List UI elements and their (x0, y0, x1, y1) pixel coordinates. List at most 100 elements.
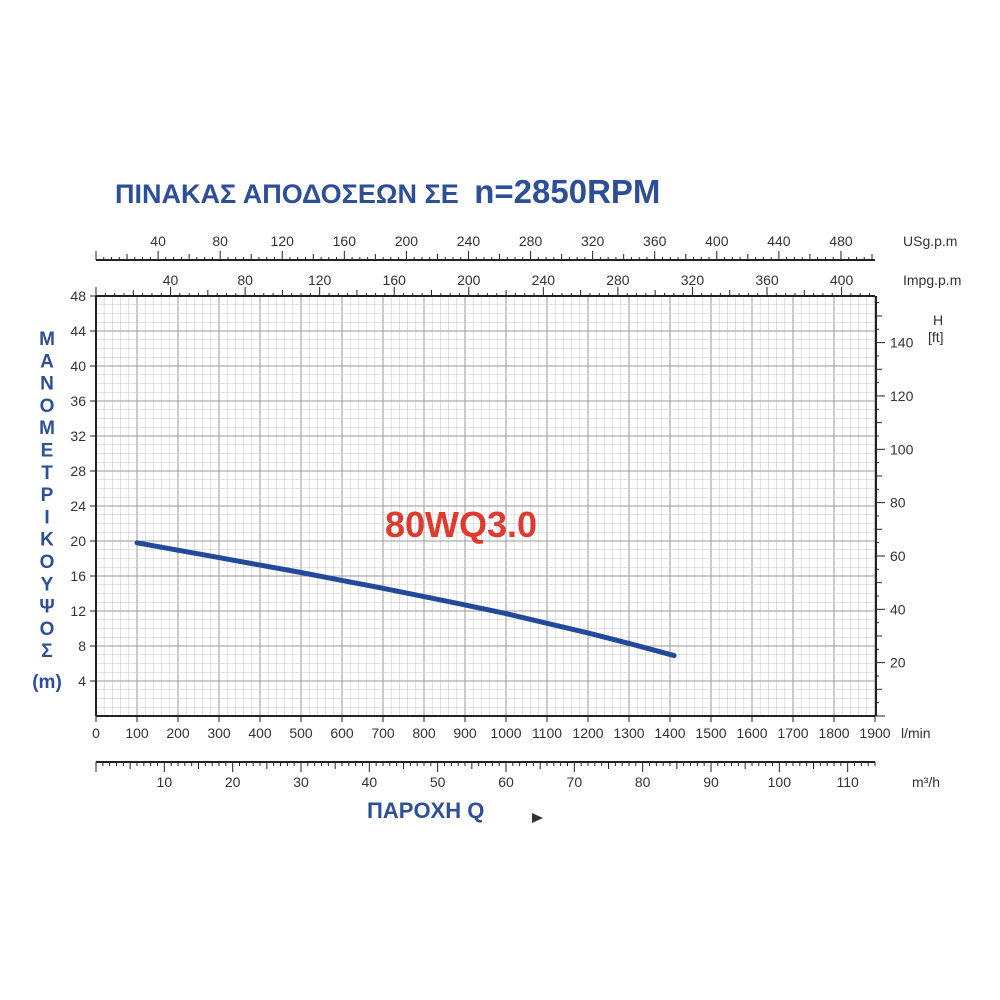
feet-tick-label: 20 (890, 655, 906, 671)
x-tick-label: 600 (330, 725, 354, 741)
usgpm-tick-label: 320 (581, 233, 605, 249)
x-tick-label: 400 (248, 725, 272, 741)
usgpm-tick-label: 80 (212, 233, 228, 249)
y-axis-label-letter: Μ (39, 418, 55, 439)
feet-tick-label: 120 (890, 388, 914, 404)
x-tick-label: 1800 (818, 725, 849, 741)
y-tick-label: 36 (70, 393, 86, 409)
y-tick-label: 16 (70, 568, 86, 584)
y-tick-label: 32 (70, 428, 86, 444)
feet-tick-label: 100 (890, 441, 914, 457)
y-tick-label: 24 (70, 498, 86, 514)
curve-layer (134, 540, 677, 659)
m3h-tick-label: 90 (703, 774, 719, 790)
impgpm-tick-label: 360 (755, 272, 779, 288)
x-tick-label: 1700 (777, 725, 808, 741)
x-tick-label: 1100 (532, 725, 562, 741)
y-tick-label: 28 (70, 463, 86, 479)
usgpm-tick-label: 400 (705, 233, 729, 249)
feet-tick-label: 140 (890, 335, 914, 351)
m3h-tick-label: 40 (362, 774, 378, 790)
x-tick-label: 1200 (572, 725, 603, 741)
feet-tick-label: 60 (890, 548, 906, 564)
y-axis-label-letter: Ν (40, 374, 54, 395)
x-unit-label: l/min (901, 725, 931, 741)
m3h-tick-label: 50 (430, 774, 446, 790)
y-axis-label-letter: Ο (40, 619, 55, 640)
usgpm-tick-label: 440 (767, 233, 791, 249)
y-tick-label: 20 (70, 533, 86, 549)
y-axis-label-letter: Ο (40, 396, 55, 417)
x-tick-label: 700 (371, 725, 395, 741)
x-tick-label: 500 (289, 725, 313, 741)
chart-title-prefix: ΠΙΝΑΚΑΣ ΑΠΟΔΟΣΕΩΝ ΣΕ (115, 179, 459, 209)
y-axis-label-letter: Υ (41, 574, 54, 595)
x-tick-label: 900 (453, 725, 477, 741)
y-axis-label-letter: Ε (41, 441, 54, 462)
chart-title: ΠΙΝΑΚΑΣ ΑΠΟΔΟΣΕΩΝ ΣΕ n=2850RPM (115, 173, 660, 210)
usgpm-tick-label: 480 (829, 233, 853, 249)
arrow-right-icon (532, 813, 543, 823)
x-tick-label: 1500 (695, 725, 726, 741)
x-tick-label: 800 (412, 725, 436, 741)
m3h-tick-label: 10 (157, 774, 173, 790)
x-tick-label: 1300 (613, 725, 644, 741)
x-tick-label: 1900 (859, 725, 890, 741)
y-axis-label-letter: Σ (41, 641, 52, 662)
impgpm-tick-label: 200 (457, 272, 481, 288)
y-tick-label: 44 (70, 323, 86, 339)
x-tick-label: 200 (166, 725, 190, 741)
feet-unit-h: H (933, 312, 943, 328)
m3h-tick-label: 30 (293, 774, 309, 790)
m3h-tick-label: 80 (635, 774, 651, 790)
feet-unit-ft: [ft] (928, 329, 944, 345)
m3h-tick-label: 100 (768, 774, 792, 790)
feet-tick-label: 80 (890, 495, 906, 511)
m3h-tick-label: 20 (225, 774, 241, 790)
y-tick-label: 4 (78, 673, 86, 689)
impgpm-tick-label: 80 (237, 272, 253, 288)
impgpm-tick-label: 240 (532, 272, 556, 288)
x-tick-label: 0 (92, 725, 100, 741)
usgpm-tick-label: 40 (150, 233, 166, 249)
x-tick-label: 1600 (736, 725, 767, 741)
impgpm-tick-label: 160 (383, 272, 407, 288)
x-tick-label: 100 (125, 725, 149, 741)
m3h-tick-label: 110 (837, 774, 860, 790)
usgpm-tick-label: 120 (271, 233, 295, 249)
usgpm-tick-label: 200 (395, 233, 419, 249)
y-axis-unit-label: (m) (32, 672, 62, 693)
usgpm-unit-label: USg.p.m (903, 233, 957, 249)
y-tick-label: 8 (78, 638, 86, 654)
y-axis-label-letter: Α (40, 351, 54, 372)
y-tick-label: 48 (70, 288, 86, 304)
y-axis-label-letter: Μ (39, 329, 55, 350)
y-axis-label-letter: Κ (40, 530, 54, 551)
y-axis-label-letter: Ρ (41, 485, 54, 506)
y-axis-label-letter: Ο (40, 552, 55, 573)
x-axis-label: ΠΑΡΟΧΗ Q (367, 798, 484, 823)
usgpm-tick-label: 240 (457, 233, 481, 249)
m3h-tick-label: 70 (567, 774, 583, 790)
m3h-unit-label: m³/h (912, 774, 940, 790)
model-label: 80WQ3.0 (385, 504, 537, 545)
y-tick-label: 12 (70, 603, 86, 619)
impgpm-tick-label: 40 (163, 272, 179, 288)
x-tick-label: 1000 (490, 725, 521, 741)
impgpm-tick-label: 120 (308, 272, 332, 288)
usgpm-tick-label: 280 (519, 233, 543, 249)
x-tick-label: 1400 (654, 725, 685, 741)
y-axis-label-letter: Ι (44, 507, 49, 528)
y-axis-label-letter: Ψ (39, 597, 54, 618)
x-tick-label: 300 (207, 725, 231, 741)
y-axis-label-letter: Τ (41, 463, 53, 484)
usgpm-tick-label: 360 (643, 233, 667, 249)
grid (95, 295, 876, 717)
y-tick-label: 40 (70, 358, 86, 374)
chart-title-speed: n=2850RPM (474, 173, 660, 210)
feet-tick-label: 40 (890, 601, 906, 617)
impgpm-tick-label: 280 (606, 272, 630, 288)
